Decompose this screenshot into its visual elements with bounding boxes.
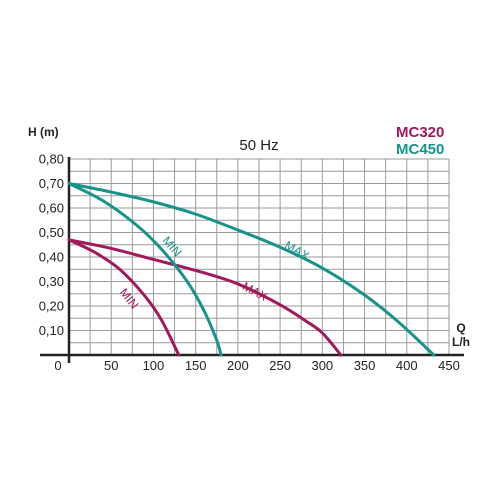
y-axis-title: H (m)	[28, 125, 59, 139]
x-tick-label: 250	[269, 358, 291, 373]
x-axis-title: Q	[456, 321, 465, 335]
y-tick-label: 0,80	[39, 152, 64, 167]
labels: 0 50 100 150 200 250 300 350 400 450 0,10 0,20 0,30 0…	[39, 152, 460, 374]
legend-mc320: MC320	[396, 124, 444, 141]
y-tick-label: 0,30	[39, 274, 64, 289]
y-tick-label: 0,60	[39, 201, 64, 216]
x-axis-unit: L/h	[452, 335, 470, 349]
x-tick-label: 50	[104, 358, 118, 373]
x-tick-label: 400	[396, 358, 418, 373]
y-tick-label: 0,70	[39, 176, 64, 191]
x-tick-label: 150	[185, 358, 207, 373]
curves	[67, 182, 436, 357]
legend-mc450: MC450	[396, 141, 444, 158]
y-tick-label: 0,10	[39, 323, 64, 338]
curve-mc320-max	[67, 238, 343, 357]
x-tick-label: 300	[311, 358, 333, 373]
axes	[40, 157, 464, 363]
curve-mc320-min	[67, 238, 181, 357]
chart-title: 50 Hz	[239, 137, 278, 154]
y-tick-label: 0,20	[39, 299, 64, 314]
x-tick-label: 200	[227, 358, 249, 373]
x-tick-label: 100	[143, 358, 165, 373]
curve-label-mc320-max: MAX	[240, 279, 270, 304]
y-tick-label: 0,50	[39, 225, 64, 240]
x-tick-label: 350	[354, 358, 376, 373]
grid	[68, 158, 450, 355]
curve-label-mc450-min: MIN	[160, 234, 185, 260]
curve-mc450-max	[67, 182, 436, 357]
y-tick-label: 0,40	[39, 250, 64, 265]
x-tick-label: 450	[438, 358, 460, 373]
curve-mc450-min	[67, 182, 223, 357]
x-tick-label: 0	[54, 358, 61, 373]
